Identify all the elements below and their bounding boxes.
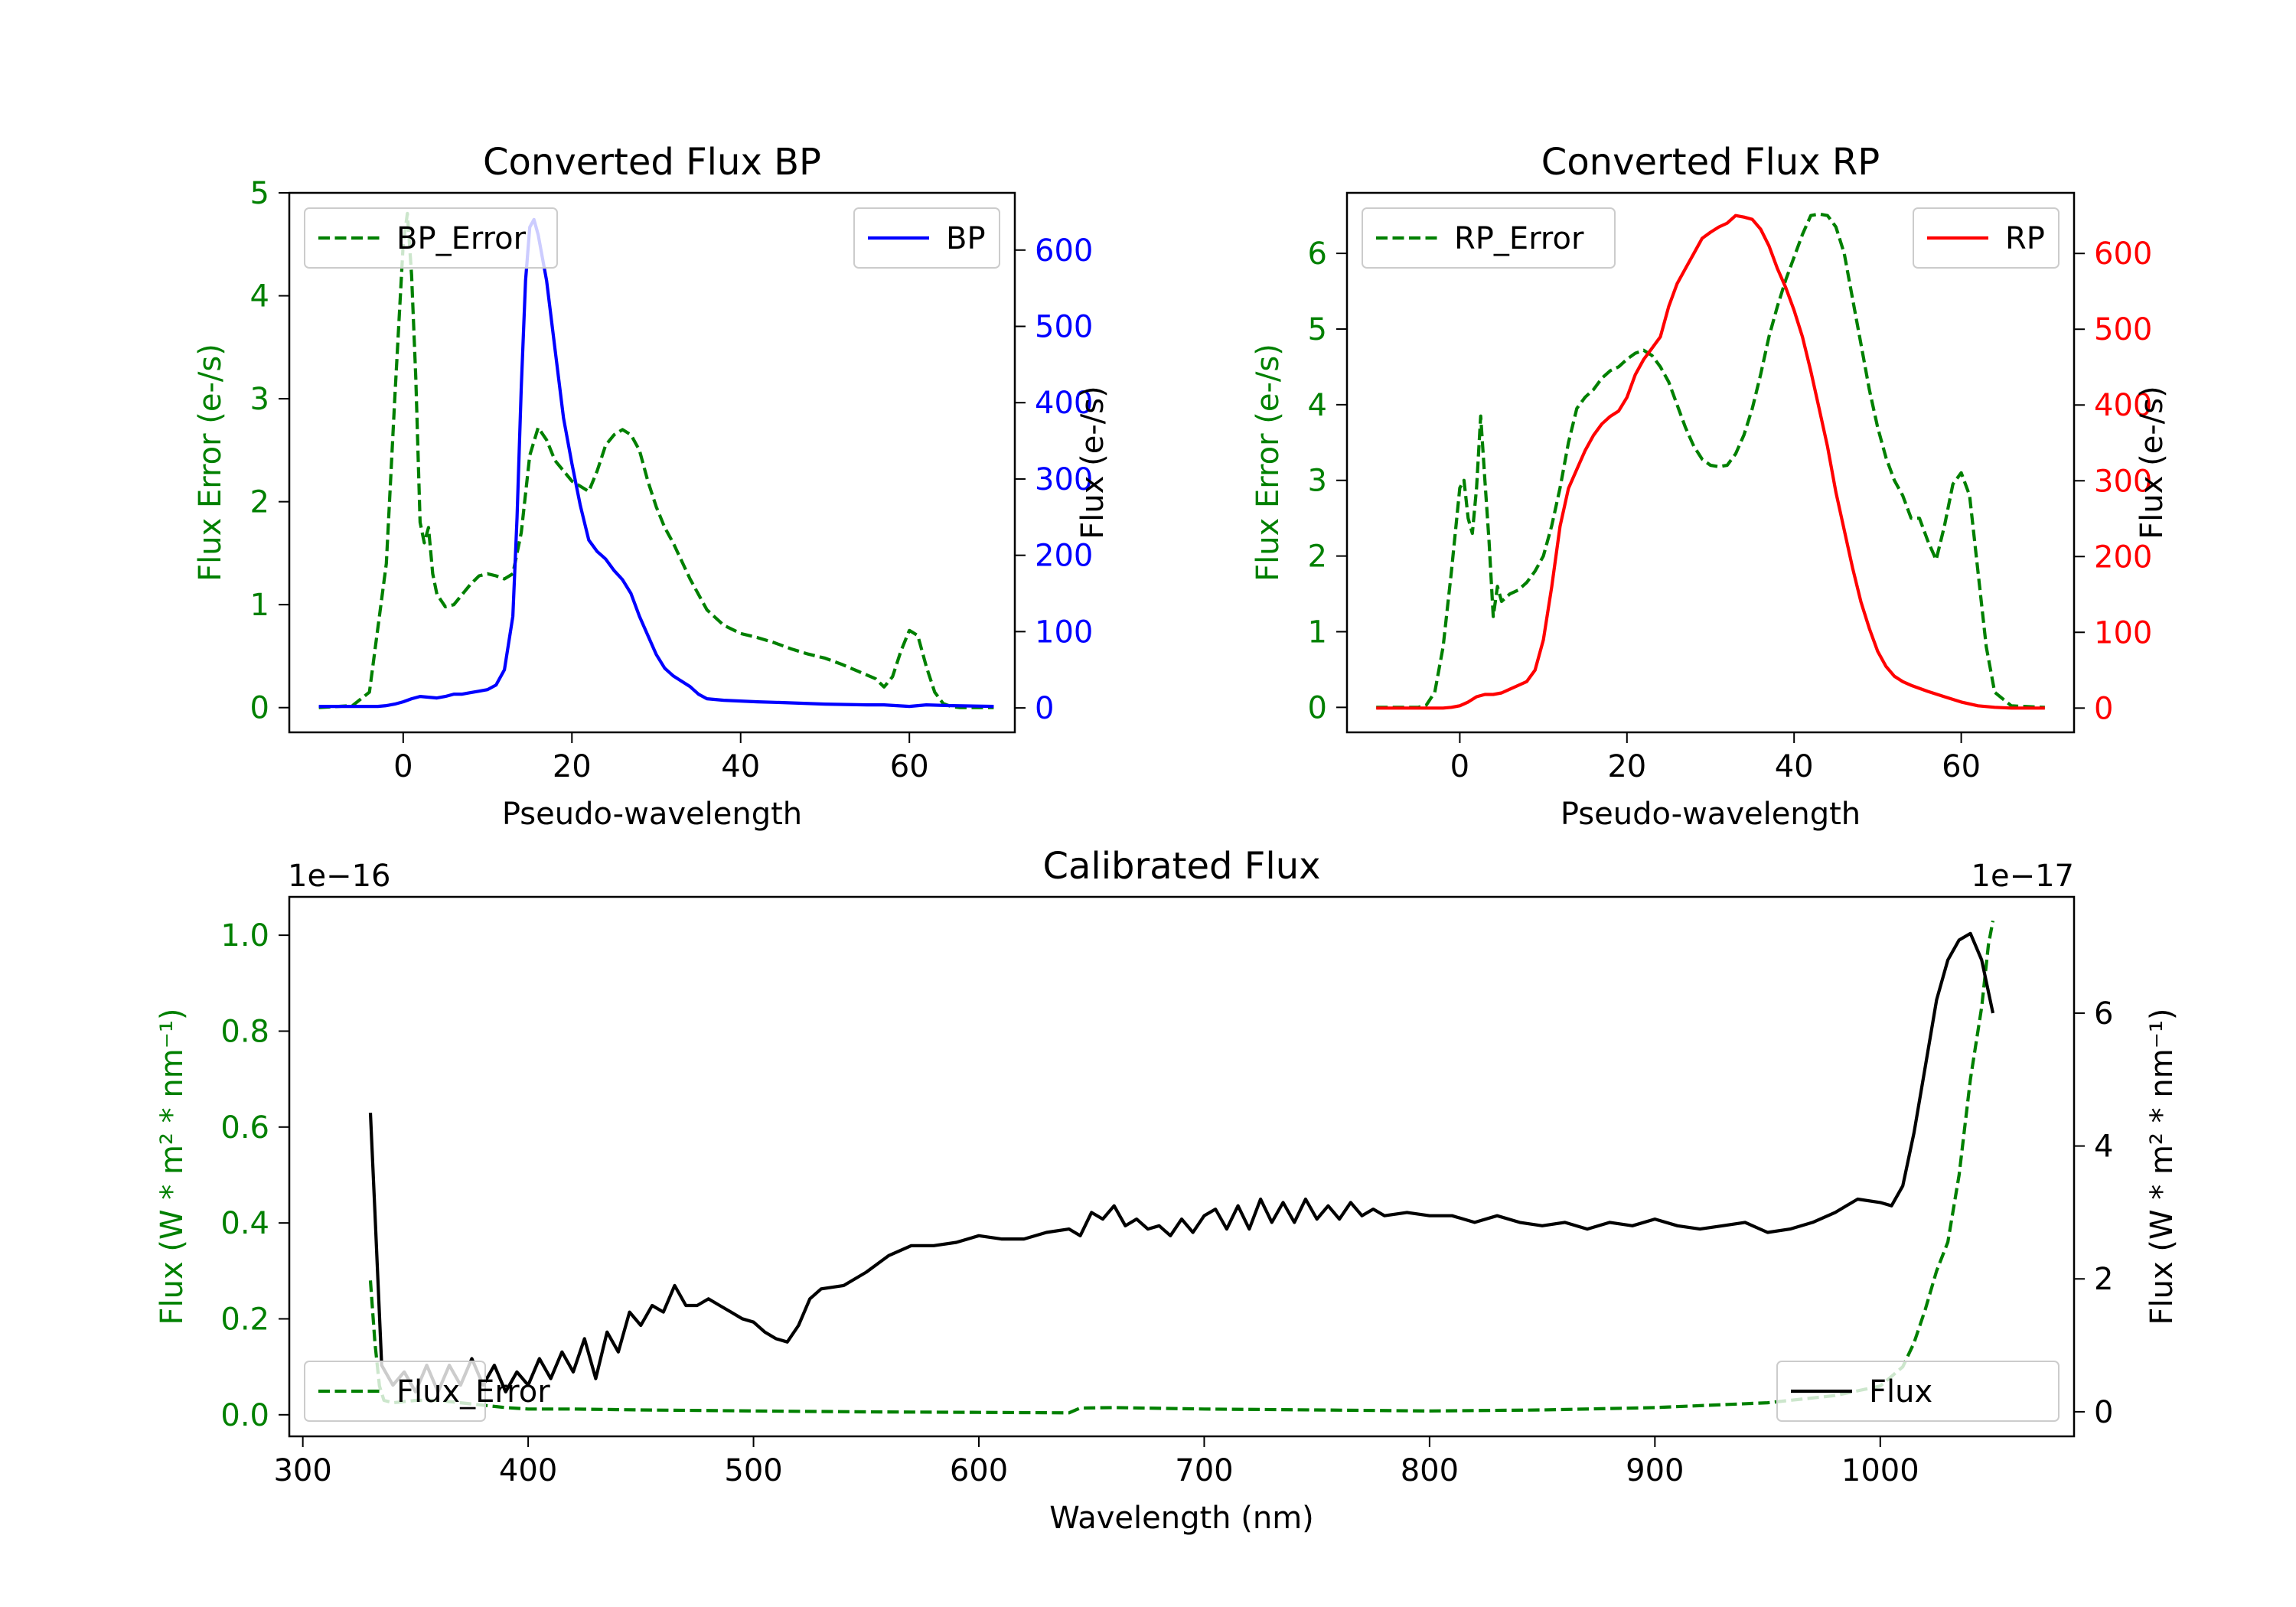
y-right-tick-label: 0: [2094, 1395, 2113, 1430]
chart-3: 300 400 500 600 700 800 900 1000 0.0 0.2 0.4 0.6 0.8…: [155, 845, 2180, 1536]
y-right-tick-label: 500: [2094, 312, 2152, 347]
y-left-tick-label: 3: [250, 382, 269, 417]
series-line-flux-error: [368, 920, 1995, 1415]
x-tick-label: 1000: [1841, 1453, 1919, 1488]
y-right-tick-label: 200: [2094, 539, 2152, 575]
chart-title: Converted Flux BP: [483, 141, 821, 184]
y-left-tick-label: 5: [1308, 312, 1327, 347]
x-tick-label: 300: [273, 1453, 331, 1488]
y-right-tick-label: 100: [2094, 615, 2152, 650]
legend-box: [1776, 1361, 2060, 1422]
x-tick-label: 0: [1450, 749, 1469, 784]
legend-rp-error: RP_Error: [1362, 207, 1616, 269]
x-tick-label: 60: [890, 749, 929, 784]
x-tick-label: 0: [393, 749, 413, 784]
y-right-offset-label: 1e−17: [1971, 859, 2074, 894]
y-right-tick-label: 500: [1035, 310, 1093, 345]
y-left-tick-label: 2: [1308, 539, 1327, 575]
x-tick-label: 500: [724, 1453, 782, 1488]
x-tick-label: 20: [1607, 749, 1646, 784]
y-left-tick-label: 3: [1308, 464, 1327, 499]
x-tick-label: 900: [1626, 1453, 1684, 1488]
x-tick-label: 600: [950, 1453, 1008, 1488]
x-tick-label: 40: [721, 749, 760, 784]
series-line-flux: [368, 931, 1995, 1393]
y-left-axis-label: Flux (W * m² * nm⁻¹): [155, 1009, 190, 1325]
y-left-tick-label: 0: [1308, 690, 1327, 725]
y-right-tick-label: 4: [2094, 1129, 2113, 1165]
plot-area: [318, 211, 994, 709]
chart-1: 0 20 40 600123450100200300400500600Converte…: [193, 141, 1110, 832]
x-tick-label: 400: [499, 1453, 557, 1488]
y-left-tick-label: 5: [250, 176, 269, 211]
y-right-axis-label: Flux (e-/s): [1075, 386, 1110, 539]
y-left-tick-label: 4: [250, 279, 269, 315]
y-right-tick-label: 600: [2094, 236, 2152, 272]
y-right-tick-label: 200: [1035, 539, 1093, 574]
y-left-tick-label: 6: [1308, 236, 1327, 272]
plot-area: [368, 920, 1995, 1415]
y-right-tick-label: 300: [1035, 462, 1093, 497]
y-left-tick-label: 0: [250, 691, 269, 726]
chart-2: 0 20 40 6001234560100200300400500600Convert…: [1251, 141, 2170, 832]
plot-area: [1376, 212, 2045, 710]
y-right-tick-label: 100: [1035, 614, 1093, 650]
legend-flux: Flux: [1776, 1361, 2060, 1422]
y-left-axis-label: Flux Error (e-/s): [193, 344, 228, 582]
axes-frame: [288, 895, 2076, 1438]
y-right-tick-label: 400: [2094, 388, 2152, 423]
y-left-tick-label: 4: [1308, 388, 1327, 423]
legend-box: [1362, 207, 1616, 269]
y-right-tick-label: 2: [2094, 1262, 2113, 1297]
x-tick-label: 20: [553, 749, 592, 784]
series-line-rp: [1376, 214, 2045, 710]
axes-frame: [288, 191, 1016, 734]
y-left-tick-label: 1.0: [220, 918, 269, 953]
legend-box: [304, 207, 558, 269]
y-left-tick-label: 2: [250, 485, 269, 520]
x-axis-label: Pseudo-wavelength: [1561, 797, 1861, 832]
y-right-tick-label: 0: [2094, 691, 2113, 726]
y-left-tick-label: 0.2: [220, 1302, 269, 1337]
y-left-tick-label: 0.6: [220, 1110, 269, 1146]
y-right-tick-label: 6: [2094, 996, 2113, 1032]
legend-label: Flux_Error: [396, 1374, 550, 1410]
x-axis-label: Wavelength (nm): [1049, 1501, 1314, 1536]
axes-frame: [1345, 191, 2076, 734]
legend-bp-error: BP_Error: [304, 207, 558, 269]
legend-label: BP: [946, 221, 986, 256]
legend-label: RP_Error: [1454, 221, 1584, 256]
x-axis-label: Pseudo-wavelength: [502, 797, 802, 832]
y-left-tick-label: 1: [250, 588, 269, 623]
legend-label: RP: [2005, 221, 2045, 256]
y-right-tick-label: 600: [1035, 233, 1093, 269]
x-tick-label: 800: [1401, 1453, 1459, 1488]
y-right-tick-label: 400: [1035, 386, 1093, 421]
x-tick-label: 40: [1775, 749, 1814, 784]
legend-flux-error: Flux_Error: [304, 1361, 550, 1422]
series-line-rp-error: [1376, 212, 2045, 709]
chart-title: Calibrated Flux: [1042, 845, 1320, 888]
y-left-tick-label: 0.8: [220, 1014, 269, 1049]
x-tick-label: 700: [1175, 1453, 1233, 1488]
series-line-bp-error: [318, 211, 994, 709]
legend-rp: RP: [1913, 207, 2060, 269]
y-left-tick-label: 1: [1308, 614, 1327, 650]
y-left-offset-label: 1e−16: [288, 859, 390, 894]
y-left-tick-label: 0.0: [220, 1398, 269, 1433]
y-right-axis-label: Flux (W * m² * nm⁻¹): [2144, 1009, 2180, 1325]
legend-box: [304, 1361, 486, 1422]
y-left-axis-label: Flux Error (e-/s): [1251, 344, 1286, 582]
series-line-bp: [318, 217, 994, 709]
y-right-tick-label: 0: [1035, 691, 1054, 726]
y-left-tick-label: 0.4: [220, 1206, 269, 1241]
legend-label: Flux: [1869, 1374, 1932, 1410]
legend-label: BP_Error: [396, 221, 527, 256]
y-right-axis-label: Flux (e-/s): [2135, 386, 2170, 539]
legend-bp: BP: [853, 207, 1000, 269]
chart-title: Converted Flux RP: [1541, 141, 1880, 184]
x-tick-label: 60: [1942, 749, 1981, 784]
y-right-tick-label: 300: [2094, 464, 2152, 499]
